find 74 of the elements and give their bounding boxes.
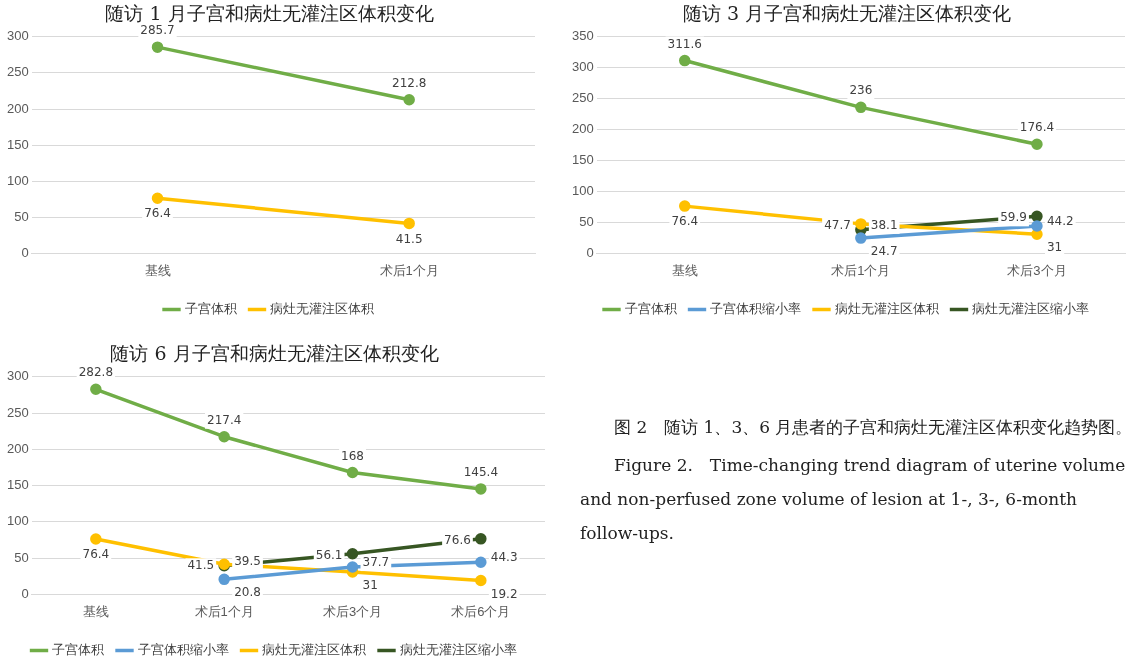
data-label: 59.9 — [1000, 210, 1027, 225]
legend-label: 病灶无灌注区体积 — [262, 642, 366, 658]
y-tick-label: 0 — [21, 244, 29, 260]
data-label: 44.3 — [490, 550, 518, 565]
x-tick-label: 基线 — [144, 262, 171, 278]
data-label: 282.8 — [78, 365, 114, 380]
caption: Figure 2. Time-changing trend diagram of uterine volume and non-perfused zone volume of lesion at 1-, 3-, 6-month follow-ups. — [580, 454, 1127, 545]
y-tick-label: 50 — [14, 549, 29, 565]
chart-title: 随访 1 月子宫和病灶无灌注区体积变化 — [105, 2, 434, 25]
y-tick-label: 200 — [6, 100, 29, 116]
data-label: 168 — [341, 448, 364, 463]
data-label: 76.4 — [144, 206, 171, 221]
data-label: 39.5 — [234, 553, 261, 568]
data-label: 41.5 — [395, 231, 423, 246]
y-tick-label: 150 — [6, 477, 29, 493]
y-tick-label: 300 — [6, 28, 29, 44]
data-label: 76.4 — [671, 214, 699, 229]
y-tick-label: 50 — [579, 214, 594, 230]
chart-title: 随访 3 月子宫和病灶无灌注区体积变化 — [682, 2, 1012, 25]
data-label: 19.2 — [490, 586, 518, 601]
y-tick-label: 150 — [571, 152, 594, 168]
y-tick-label: 0 — [586, 244, 594, 260]
data-label: 37.7 — [362, 555, 390, 570]
data-label: 24.7 — [870, 244, 898, 259]
x-tick-label: 术后6个月 — [451, 603, 511, 619]
y-tick-label: 300 — [571, 59, 594, 75]
legend-label: 病灶无灌注区体积 — [270, 301, 374, 317]
y-tick-label: 100 — [6, 172, 29, 188]
y-tick-label: 250 — [6, 64, 29, 80]
y-tick-label: 100 — [6, 513, 29, 529]
legend-label: 子宫体积缩小率 — [137, 642, 229, 658]
x-tick-label: 术后3个月 — [322, 603, 383, 619]
chart-title: 随访 6 月子宫和病灶无灌注区体积变化 — [110, 342, 439, 365]
data-label: 38.1 — [870, 217, 898, 232]
data-label: 76.4 — [82, 547, 110, 562]
legend-label: 子宫体积缩小率 — [710, 301, 801, 317]
y-tick-label: 200 — [571, 121, 594, 137]
legend-label: 子宫体积 — [624, 301, 677, 317]
x-tick-label: 术后1个月 — [379, 262, 439, 278]
legend-label: 子宫体积 — [184, 301, 237, 317]
y-tick-label: 300 — [6, 368, 29, 384]
data-label: 44.2 — [1046, 214, 1074, 229]
data-label: 311.6 — [667, 36, 702, 51]
legend-label: 子宫体积 — [52, 642, 104, 658]
y-tick-label: 150 — [6, 136, 29, 152]
x-tick-label: 基线 — [82, 603, 109, 619]
y-tick-label: 250 — [571, 90, 594, 106]
caption: 图 2 随访 1、3、6 月患者的子宫和病灶无灌注区体积变化趋势图。 — [613, 416, 1134, 439]
data-label: 76.6 — [444, 532, 471, 547]
y-tick-label: 0 — [21, 585, 29, 601]
legend-label: 病灶无灌注区缩小率 — [972, 301, 1089, 317]
data-label: 145.4 — [463, 465, 499, 480]
legend-label: 病灶无灌注区体积 — [834, 301, 939, 317]
y-tick-label: 50 — [14, 208, 29, 224]
y-tick-label: 350 — [571, 28, 594, 44]
data-label: 236 — [849, 83, 873, 98]
x-tick-label: 基线 — [671, 262, 698, 278]
data-label: 176.4 — [1019, 120, 1055, 135]
y-tick-label: 200 — [6, 440, 29, 456]
y-tick-label: 100 — [571, 183, 594, 199]
y-tick-label: 250 — [6, 404, 29, 420]
data-label: 212.8 — [391, 75, 427, 90]
data-label: 47.7 — [824, 218, 851, 233]
data-label: 56.1 — [315, 547, 343, 562]
data-label: 41.5 — [187, 558, 215, 573]
data-label: 217.4 — [207, 412, 242, 427]
data-label: 31 — [1046, 240, 1063, 255]
data-label: 285.7 — [140, 23, 175, 38]
x-tick-label: 术后3个月 — [1007, 262, 1067, 278]
legend-label: 病灶无灌注区缩小率 — [399, 642, 517, 658]
data-label: 31 — [362, 578, 378, 593]
x-tick-label: 术后1个月 — [194, 603, 254, 619]
x-tick-label: 术后1个月 — [831, 262, 891, 278]
data-label: 20.8 — [234, 585, 261, 600]
